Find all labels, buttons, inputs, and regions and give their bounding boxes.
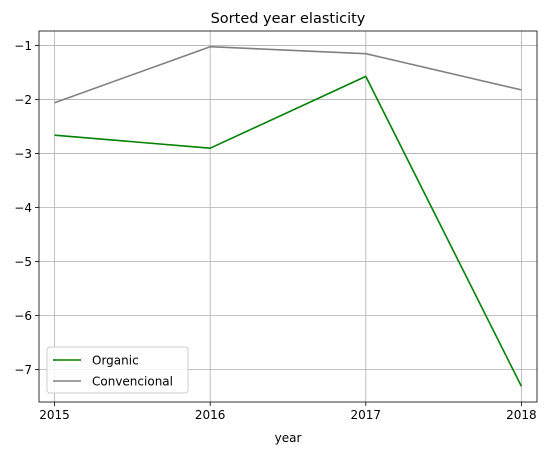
x-axis-label: year [275, 431, 302, 445]
y-tick-label: −6 [14, 309, 32, 323]
y-tick-label: −5 [14, 255, 32, 269]
plot-frame [38, 30, 538, 403]
legend-label-organic: Organic [92, 354, 139, 368]
y-tick-label: −1 [14, 39, 32, 53]
y-tick-label: −3 [14, 147, 32, 161]
series-line-organic [54, 75, 523, 387]
legend-box [46, 346, 189, 394]
grid [39, 31, 537, 402]
series-line-convencional [54, 45, 522, 104]
y-tick-label: −7 [14, 363, 32, 377]
axis-ticks: 2015 2016 2017 2018 −1 −2 −3 −4 −5 −6 −7 [14, 39, 536, 422]
y-tick-label: −4 [14, 201, 32, 215]
x-tick-label: 2017 [351, 408, 382, 422]
x-tick-label: 2015 [39, 408, 70, 422]
x-tick-label: 2018 [506, 408, 537, 422]
legend-label-convencional: Convencional [92, 375, 173, 389]
y-tick-label: −2 [14, 93, 32, 107]
legend: Organic Convencional [46, 346, 189, 394]
chart-title: Sorted year elasticity [211, 11, 366, 27]
series-lines [54, 45, 523, 387]
x-tick-label: 2016 [195, 408, 226, 422]
